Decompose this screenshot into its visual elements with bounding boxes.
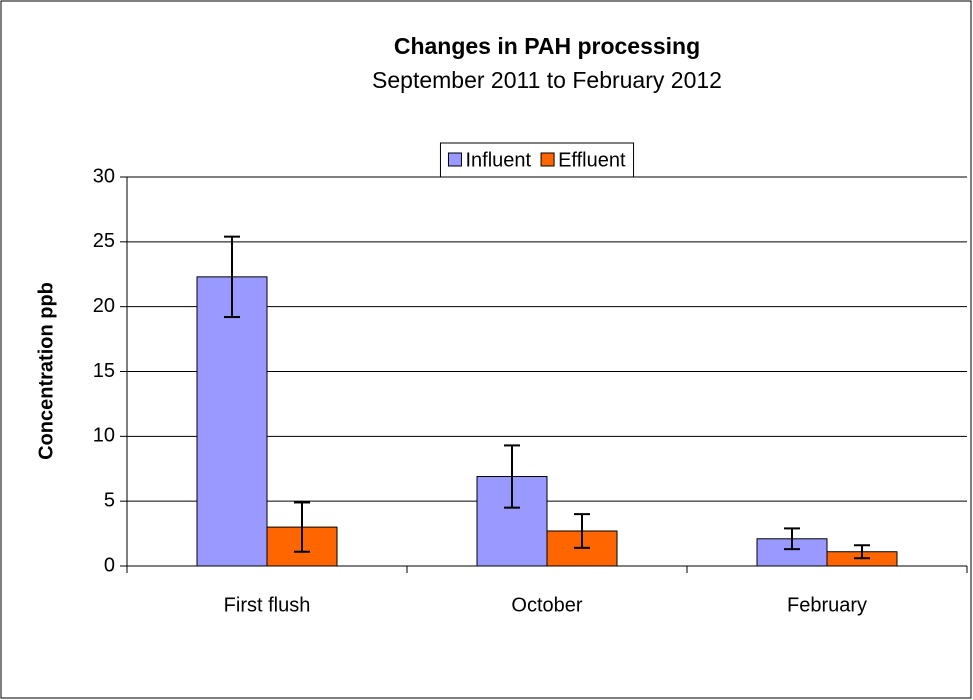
y-tick-label: 30: [93, 165, 115, 187]
error-bar: [574, 513, 590, 549]
legend-label: Influent: [465, 149, 531, 171]
error-bar: [854, 544, 870, 560]
error-bar: [294, 501, 310, 553]
y-axis-label: Concentration ppb: [35, 282, 57, 460]
y-tick-label: 15: [93, 360, 115, 382]
legend: Influent Effluent: [439, 142, 635, 178]
error-bar: [504, 444, 520, 509]
chart-title: Changes in PAH processing: [394, 33, 700, 59]
x-tick-label: October: [511, 594, 582, 616]
x-tick-label: February: [787, 594, 867, 616]
y-tick-label: 5: [104, 489, 115, 511]
legend-label: Effluent: [558, 149, 626, 171]
y-tick-label: 25: [93, 230, 115, 252]
x-tick-label: First flush: [224, 594, 311, 616]
y-tick-label: 0: [104, 554, 115, 576]
error-bar: [784, 527, 800, 551]
y-tick-label: 10: [93, 425, 115, 447]
error-bar: [224, 235, 240, 319]
legend-swatch: [540, 152, 555, 167]
legend-box: [439, 142, 635, 178]
chart-subtitle: September 2011 to February 2012: [372, 67, 722, 93]
bar: [196, 276, 268, 567]
legend-swatch: [447, 152, 462, 167]
y-tick-label: 20: [93, 295, 115, 317]
